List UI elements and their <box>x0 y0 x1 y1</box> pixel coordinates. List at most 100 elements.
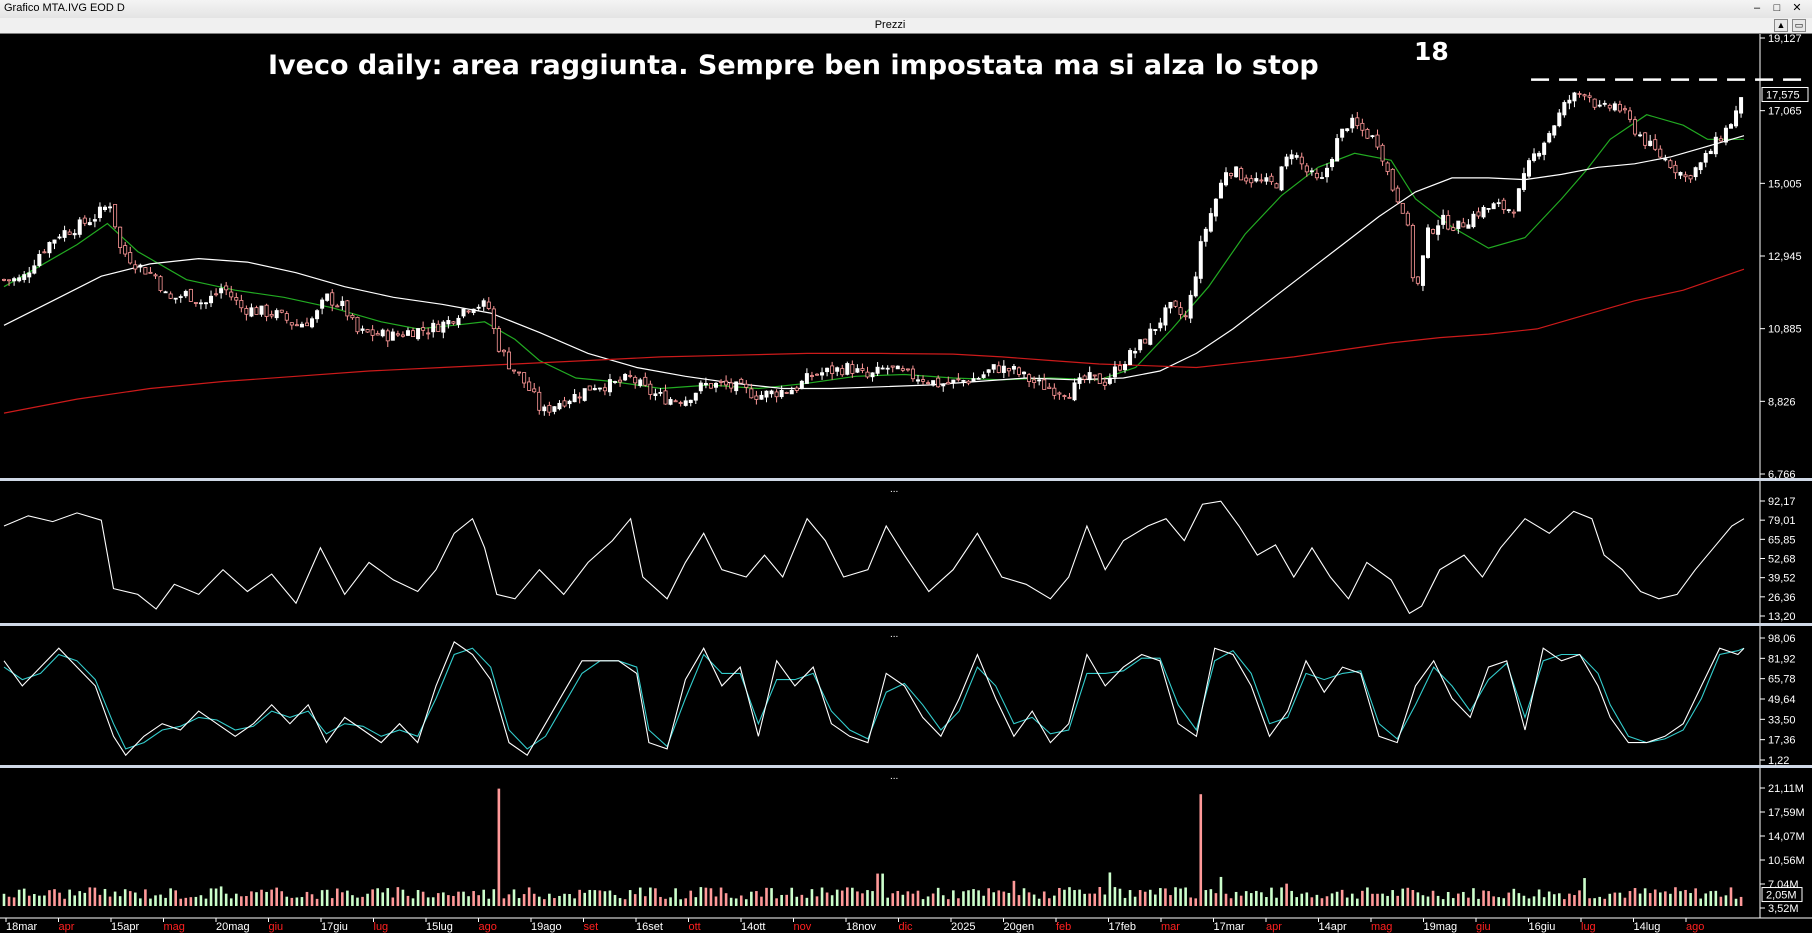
volume-bar <box>1502 898 1506 906</box>
candle-body <box>294 324 299 327</box>
candle-body <box>1239 168 1244 181</box>
volume-bar <box>452 895 455 906</box>
volume-bar <box>1017 895 1021 906</box>
candle-body <box>1476 211 1481 217</box>
volume-bar <box>1103 894 1107 906</box>
candle-body <box>183 290 188 297</box>
candle-body <box>532 388 537 393</box>
volume-bar <box>1219 876 1223 906</box>
minimize-icon[interactable]: – <box>1753 2 1761 14</box>
volume-bar <box>472 891 475 906</box>
volume-bar <box>1406 887 1410 906</box>
candle-body <box>1400 203 1405 214</box>
volume-bar <box>123 889 127 906</box>
panel-separator-3 <box>0 765 1812 768</box>
volume-bar <box>512 889 516 906</box>
candle-body <box>966 380 971 384</box>
volume-bar <box>982 895 985 906</box>
volume-bar <box>1280 887 1283 906</box>
candle-body <box>860 368 865 371</box>
candle-body <box>244 308 249 315</box>
oscillator-line <box>3 500 1745 615</box>
last-volume-badge <box>1761 887 1803 903</box>
candle-body <box>648 383 653 395</box>
candle-body <box>1138 339 1143 351</box>
volume-bar <box>507 894 511 906</box>
candle-body <box>310 318 315 328</box>
candle-body <box>12 278 17 282</box>
candle-body <box>607 379 612 393</box>
volume-bar <box>1664 891 1667 906</box>
maximize-icon[interactable]: □ <box>1773 2 1781 14</box>
volume-bar <box>1371 893 1374 906</box>
volume-bar <box>255 892 258 906</box>
volume-bar <box>1563 899 1566 906</box>
stochastic-tick-label: 98,06 <box>1768 633 1796 645</box>
candle-body <box>1304 165 1309 173</box>
volume-bar <box>179 898 183 906</box>
volume-bar <box>558 895 561 906</box>
volume-bar <box>1623 897 1627 906</box>
price-tick-label: 17,065 <box>1768 106 1802 118</box>
volume-bar <box>1477 898 1480 906</box>
volume-bar <box>295 897 299 906</box>
volume-bar <box>608 890 612 906</box>
candle-body <box>128 252 133 264</box>
volume-bar <box>583 892 587 906</box>
volume-tick-label: 17,59M <box>1768 807 1805 819</box>
candle-body <box>1264 177 1269 182</box>
volume-bar <box>154 895 157 906</box>
volume-bar <box>396 887 400 906</box>
volume-bar <box>189 897 193 906</box>
candle-body <box>1471 213 1476 228</box>
candle-body <box>915 379 920 382</box>
candle-body <box>814 373 819 376</box>
candle-body <box>1107 377 1112 384</box>
volume-bar <box>603 891 607 906</box>
candle-body <box>1375 134 1380 148</box>
volume-bar <box>1653 889 1657 906</box>
volume-bar <box>1441 899 1445 906</box>
candle-body <box>62 230 67 238</box>
candle-body <box>1335 138 1340 162</box>
candle-body <box>719 380 724 383</box>
candle-body <box>1183 315 1188 318</box>
scroll-up-icon[interactable]: ▲ <box>1774 19 1788 32</box>
candle-body <box>491 308 496 329</box>
volume-bar <box>638 887 642 906</box>
volume-bar <box>1633 888 1637 906</box>
candle-body <box>405 330 410 336</box>
x-tick-label: mag <box>164 921 185 933</box>
volume-bar <box>517 898 521 906</box>
volume-bar <box>649 887 652 906</box>
candle-body <box>1274 183 1279 189</box>
volume-bar <box>492 889 496 906</box>
candle-body <box>552 406 557 412</box>
candle-body <box>1643 132 1648 146</box>
candle-body <box>557 402 562 410</box>
close-icon[interactable]: ✕ <box>1792 2 1802 14</box>
candle-body <box>72 233 77 236</box>
candle-body <box>1521 173 1526 190</box>
volume-bar <box>800 894 804 906</box>
volume-bar <box>815 896 819 906</box>
volume-bar <box>1401 888 1405 906</box>
volume-bar <box>921 899 925 906</box>
volume-bar <box>1300 893 1304 906</box>
candle-body <box>254 307 259 315</box>
volume-bar <box>1669 893 1672 906</box>
volume-bar <box>926 896 930 906</box>
volume-bar <box>330 898 334 906</box>
candle-body <box>1340 128 1345 138</box>
x-tick-label: 17feb <box>1109 921 1137 933</box>
x-tick-label: mag <box>1371 921 1392 933</box>
volume-bar <box>38 895 41 906</box>
candle-body <box>840 368 845 376</box>
panel-toggle-icon[interactable]: ▭ <box>1792 19 1806 32</box>
volume-bar <box>1340 889 1344 906</box>
candle-body <box>835 367 840 372</box>
candle-body <box>299 323 304 328</box>
volume-bar <box>654 888 657 906</box>
candle-body <box>1224 172 1229 186</box>
